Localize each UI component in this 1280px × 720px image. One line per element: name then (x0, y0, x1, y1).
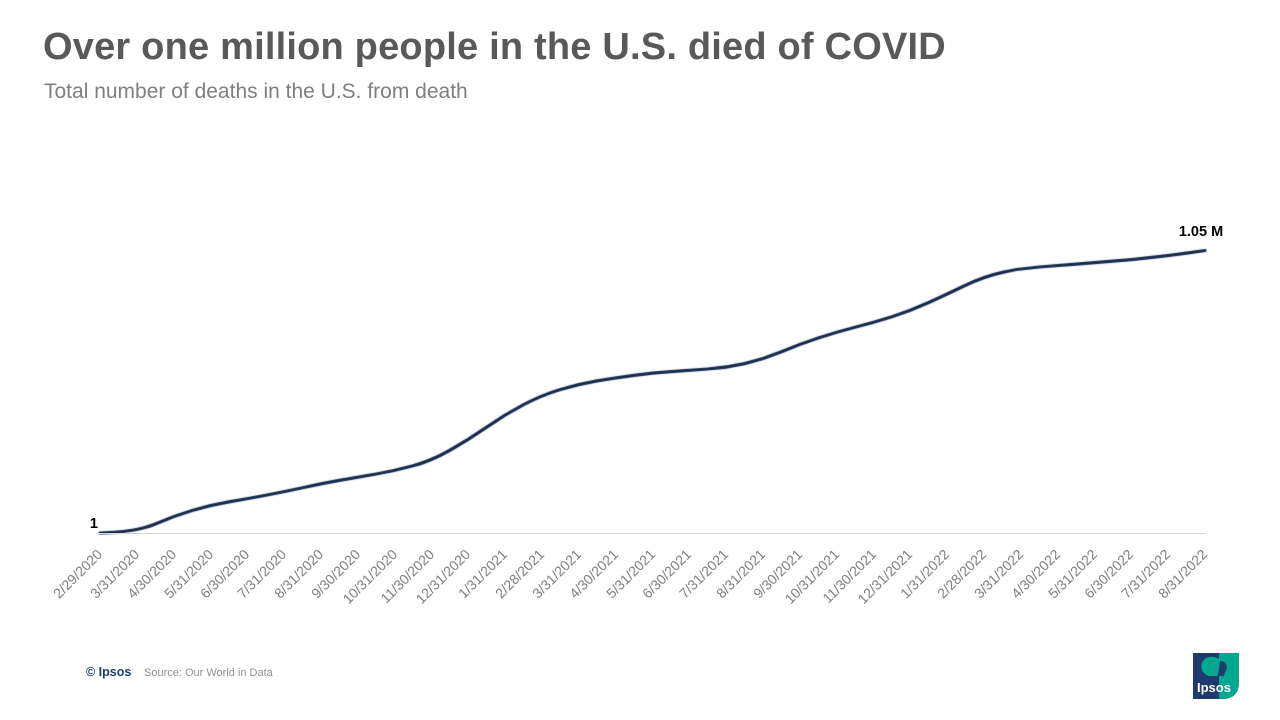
ipsos-copyright: © Ipsos (86, 665, 132, 679)
start-value-label: 1 (89, 516, 98, 532)
logo-face-left (1201, 656, 1223, 676)
end-value-label: 1.05 M (1178, 224, 1224, 240)
logo-wordmark: Ipsos (1197, 680, 1231, 695)
source-credit: Source: Our World in Data (144, 667, 273, 679)
ipsos-logo-icon: Ipsos (1193, 653, 1239, 699)
x-axis-line (98, 533, 1206, 534)
logo-face-right (1218, 660, 1227, 676)
